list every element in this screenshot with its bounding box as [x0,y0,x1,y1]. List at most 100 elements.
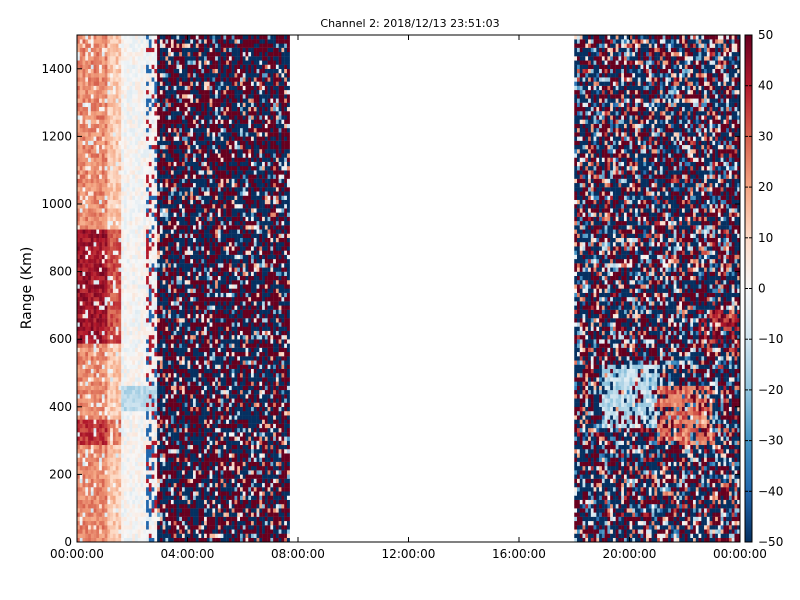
heatmap-cell [104,465,108,471]
heatmap-cell [77,309,80,315]
heatmap-cell [121,394,125,399]
heatmap-cell [148,111,152,116]
heatmap-cell [184,170,188,175]
heatmap-cell [146,351,150,357]
heatmap-cell [96,339,100,344]
heatmap-cell [104,254,108,260]
heatmap-cell [126,73,130,78]
heatmap-cell [104,195,108,200]
heatmap-cell [168,288,172,293]
heatmap-cell [146,77,150,82]
heatmap-cell [112,225,116,230]
heatmap-cell [82,115,86,120]
heatmap-cell [126,533,130,538]
heatmap-cell [135,516,138,522]
heatmap-cell [107,525,111,530]
heatmap-cell [170,491,174,496]
heatmap-cell [129,123,133,129]
heatmap-cell [90,470,94,475]
heatmap-cell [129,296,133,302]
heatmap-cell [187,449,191,454]
heatmap-cell [154,482,158,488]
heatmap-cell [184,280,188,285]
heatmap-cell [159,339,163,344]
heatmap-cell [104,296,108,302]
heatmap-cell [165,149,169,154]
heatmap-cell [129,258,133,264]
heatmap-cell [159,140,163,146]
heatmap-cell [85,60,89,65]
heatmap-cell [184,301,188,306]
heatmap-cell [99,115,103,120]
heatmap-cell [146,89,150,95]
heatmap-cell [96,373,100,378]
heatmap-cell [93,182,97,188]
heatmap-cell [121,470,125,475]
heatmap-cell [104,68,108,74]
heatmap-cell [99,280,103,285]
heatmap-cell [143,191,147,196]
heatmap-cell [143,174,147,179]
heatmap-cell [143,212,147,217]
heatmap-cell [77,73,80,78]
heatmap-cell [129,465,133,471]
heatmap-cell [110,157,114,162]
heatmap-cell [154,111,158,116]
heatmap-cell [115,35,119,40]
heatmap-cell [179,508,183,513]
heatmap-cell [88,398,92,403]
heatmap-cell [157,309,161,315]
heatmap-cell [90,258,94,264]
heatmap-cell [99,385,103,391]
heatmap-cell [96,191,100,196]
heatmap-cell [93,187,97,192]
heatmap-cell [168,444,172,450]
heatmap-cell [107,280,111,285]
heatmap-cell [115,199,119,205]
heatmap-cell [148,520,152,526]
heatmap-cell [146,533,150,538]
heatmap-cell [110,398,114,403]
heatmap-cell [118,170,122,175]
heatmap-cell [123,525,127,530]
heatmap-cell [162,377,166,382]
heatmap-cell [165,508,169,513]
heatmap-cell [82,174,86,179]
heatmap-cell [90,178,94,184]
heatmap-cell [184,330,188,336]
heatmap-cell [110,271,114,277]
heatmap-cell [176,43,180,48]
heatmap-cell [168,199,172,205]
heatmap-cell [170,237,174,243]
heatmap-cell [165,127,169,133]
heatmap-cell [168,94,172,99]
heatmap-cell [93,89,97,95]
heatmap-cell [162,258,166,264]
heatmap-cell [79,153,83,158]
heatmap-cell [151,491,155,496]
heatmap-cell [104,389,108,395]
heatmap-cell [159,178,163,184]
heatmap-cell [143,411,147,416]
heatmap-cell [143,284,147,289]
heatmap-cell [132,191,136,196]
heatmap-cell [162,119,166,124]
heatmap-cell [159,356,163,361]
heatmap-cell [132,385,136,391]
heatmap-cell [112,516,116,522]
heatmap-cell [187,411,191,416]
heatmap-cell [135,280,138,285]
heatmap-cell [137,503,141,509]
heatmap-cell [132,275,136,281]
heatmap-cell [151,482,155,488]
heatmap-cell [179,254,183,260]
heatmap-cell [184,157,188,162]
heatmap-cell [88,254,92,260]
heatmap-cell [77,423,80,429]
heatmap-cell [140,254,144,260]
heatmap-cell [123,398,127,403]
heatmap-cell [101,398,105,403]
heatmap-cell [143,85,147,91]
heatmap-cell [112,339,116,344]
heatmap-cell [159,478,163,484]
